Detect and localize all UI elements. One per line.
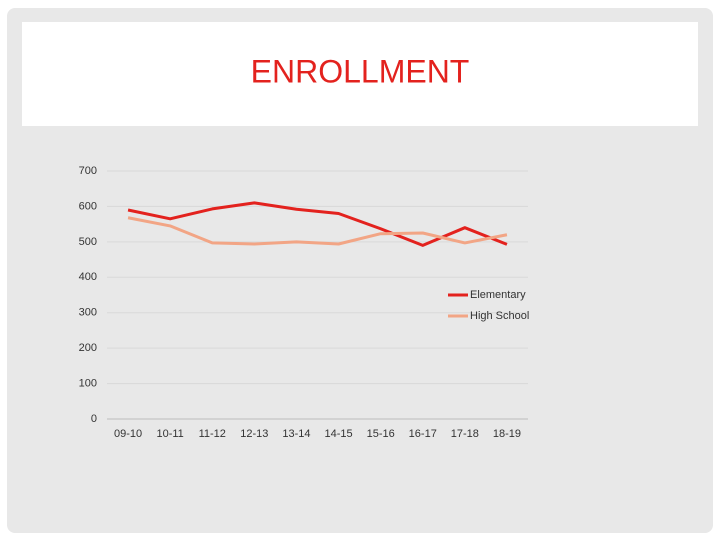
x-tick-label: 09-10: [114, 428, 142, 440]
chart-title: ENROLLMENT: [251, 53, 470, 89]
y-tick-label: 300: [79, 307, 97, 319]
x-tick-label: 16-17: [409, 428, 437, 440]
x-tick-label: 10-11: [156, 428, 183, 440]
y-tick-label: 700: [79, 165, 97, 177]
y-tick-label: 600: [79, 200, 97, 212]
y-tick-label: 200: [79, 342, 97, 354]
y-tick-label: 100: [79, 377, 97, 389]
title-box: [22, 22, 698, 126]
x-tick-label: 17-18: [451, 428, 479, 440]
y-tick-label: 400: [79, 271, 97, 283]
series-line: [127, 216, 508, 246]
legend-label: High School: [470, 310, 529, 322]
x-tick-label: 11-12: [199, 428, 226, 440]
x-tick-label: 12-13: [240, 428, 268, 440]
x-tick-label: 18-19: [493, 428, 521, 440]
legend-label: Elementary: [470, 289, 526, 301]
y-tick-label: 500: [79, 236, 97, 248]
x-tick-label: 14-15: [324, 428, 352, 440]
x-tick-label: 15-16: [367, 428, 395, 440]
slide-background: [7, 8, 713, 533]
y-tick-label: 0: [91, 413, 97, 425]
x-tick-label: 13-14: [282, 428, 310, 440]
